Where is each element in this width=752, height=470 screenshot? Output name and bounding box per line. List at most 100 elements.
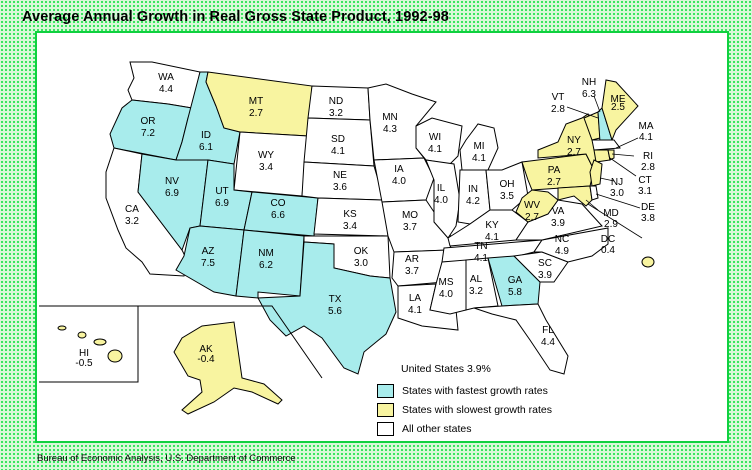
state-ky[interactable] [447, 209, 529, 247]
state-ri[interactable] [607, 149, 615, 161]
svg-text:VT: VT [552, 92, 565, 103]
state-sc[interactable] [512, 251, 569, 283]
svg-text:4.4: 4.4 [541, 337, 555, 348]
svg-text:MO: MO [402, 210, 418, 221]
svg-text:2.7: 2.7 [547, 177, 561, 188]
svg-text:ME: ME [611, 94, 626, 105]
svg-text:SD: SD [331, 134, 345, 145]
legend-label-other: All other states [402, 422, 472, 435]
svg-text:PA: PA [548, 165, 561, 176]
svg-text:UT: UT [215, 186, 228, 197]
svg-text:MA: MA [639, 121, 654, 132]
state-ne[interactable] [301, 161, 385, 201]
state-wv[interactable] [515, 189, 559, 223]
svg-text:3.4: 3.4 [343, 221, 357, 232]
legend-item-other: All other states [377, 419, 552, 438]
state-fl[interactable] [473, 303, 569, 375]
svg-text:6.3: 6.3 [582, 89, 596, 100]
svg-text:6.9: 6.9 [165, 188, 179, 199]
svg-text:IA: IA [394, 164, 404, 175]
svg-text:KS: KS [343, 209, 357, 220]
state-il[interactable] [425, 159, 461, 239]
state-ma[interactable] [591, 139, 621, 151]
svg-text:4.0: 4.0 [439, 289, 453, 300]
svg-text:4.4: 4.4 [159, 84, 173, 95]
svg-text:NM: NM [258, 248, 274, 259]
svg-text:4.1: 4.1 [428, 144, 442, 155]
state-nj[interactable] [589, 159, 603, 187]
svg-text:3.2: 3.2 [329, 108, 343, 119]
svg-text:MI: MI [473, 141, 484, 152]
svg-text:3.9: 3.9 [538, 270, 552, 281]
state-ia[interactable] [373, 157, 435, 203]
svg-text:NJ: NJ [611, 177, 623, 188]
svg-text:3.2: 3.2 [469, 286, 483, 297]
svg-text:DE: DE [641, 202, 655, 213]
svg-text:3.9: 3.9 [551, 218, 565, 229]
svg-text:2.8: 2.8 [551, 104, 565, 115]
svg-text:NE: NE [333, 170, 347, 181]
svg-text:AR: AR [405, 254, 419, 265]
state-de[interactable] [589, 185, 599, 201]
svg-text:5.8: 5.8 [508, 287, 522, 298]
svg-text:MN: MN [382, 112, 398, 123]
svg-text:6.6: 6.6 [271, 210, 285, 221]
svg-text:3.2: 3.2 [125, 216, 139, 227]
svg-text:3.0: 3.0 [354, 258, 368, 269]
svg-text:3.0: 3.0 [610, 188, 624, 199]
inset-frames [39, 305, 323, 383]
svg-text:OH: OH [500, 179, 515, 190]
state-ga[interactable] [487, 255, 541, 307]
svg-text:3.1: 3.1 [638, 186, 652, 197]
svg-text:2.5: 2.5 [611, 102, 625, 113]
svg-text:MS: MS [439, 277, 454, 288]
svg-text:MD: MD [603, 208, 619, 219]
svg-text:IL: IL [437, 183, 446, 194]
svg-text:CT: CT [638, 175, 651, 186]
svg-text:3.6: 3.6 [333, 182, 347, 193]
svg-text:2.7: 2.7 [567, 147, 581, 158]
state-dc-marker[interactable] [641, 256, 655, 268]
svg-text:3.5: 3.5 [500, 191, 514, 202]
state-ct[interactable] [593, 149, 611, 163]
svg-text:6.9: 6.9 [215, 198, 229, 209]
map-panel: WA 4.4 OR 7.2 CA 3.2 ID 6.1 NV 6.9 MT 2.7 WY 3.… [35, 31, 729, 443]
svg-text:WI: WI [429, 132, 441, 143]
state-hi[interactable] [57, 325, 123, 363]
svg-text:NV: NV [165, 176, 179, 187]
slowest-swatch [377, 402, 394, 417]
svg-text:4.1: 4.1 [485, 232, 499, 243]
state-ar[interactable] [391, 249, 449, 287]
svg-text:4.0: 4.0 [434, 195, 448, 206]
legend-item-slowest: States with slowest growth rates [377, 400, 552, 419]
us-total: United States 3.9% [401, 363, 491, 375]
svg-text:AZ: AZ [202, 246, 215, 257]
map-legend: United States 3.9% States with fastest g… [377, 363, 552, 438]
svg-text:GA: GA [508, 275, 523, 286]
svg-text:3.7: 3.7 [405, 266, 419, 277]
state-ak[interactable] [173, 321, 283, 415]
state-mi[interactable] [459, 123, 499, 171]
svg-text:4.2: 4.2 [466, 196, 480, 207]
fastest-swatch [377, 383, 394, 398]
svg-text:DC: DC [601, 234, 615, 245]
svg-text:4.1: 4.1 [639, 132, 653, 143]
svg-text:TX: TX [329, 294, 342, 305]
state-tx[interactable] [257, 241, 397, 375]
svg-text:4.1: 4.1 [408, 305, 422, 316]
map-title: Average Annual Growth in Real Gross Stat… [22, 9, 449, 25]
svg-text:WA: WA [158, 72, 174, 83]
svg-text:FL: FL [542, 325, 554, 336]
svg-text:OR: OR [141, 116, 156, 127]
source-credit: Bureau of Economic Analysis, U.S. Depart… [37, 453, 296, 464]
state-nc[interactable] [533, 227, 609, 263]
svg-text:NH: NH [582, 77, 596, 88]
svg-text:7.5: 7.5 [201, 258, 215, 269]
svg-text:3.7: 3.7 [403, 222, 417, 233]
svg-text:7.2: 7.2 [141, 128, 155, 139]
svg-text:HI: HI [79, 348, 89, 359]
svg-text:2.7: 2.7 [249, 108, 263, 119]
state-wi[interactable] [415, 117, 463, 165]
svg-text:TN: TN [474, 241, 487, 252]
svg-text:4.1: 4.1 [472, 153, 486, 164]
